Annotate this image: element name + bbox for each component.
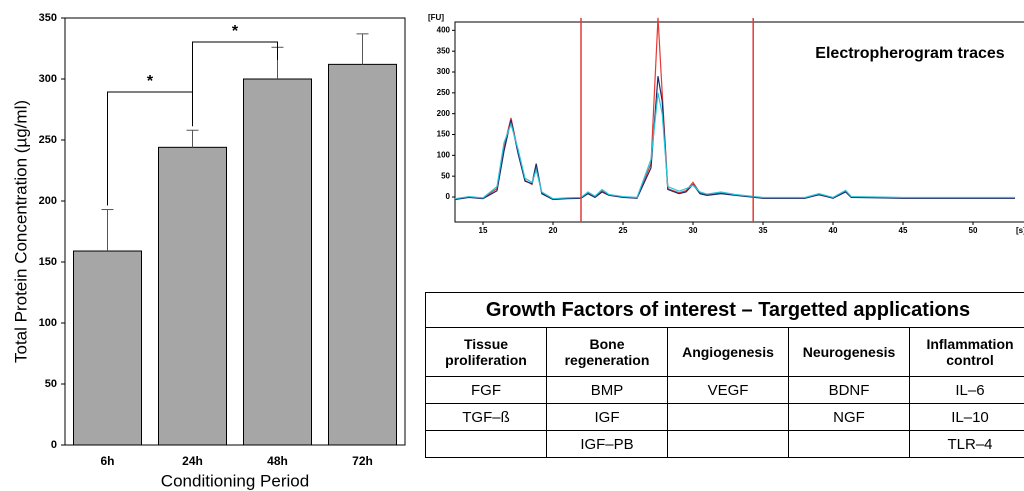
x-tick-label: 20	[549, 226, 558, 235]
y-tick-label: 0	[51, 439, 57, 451]
significance-label: *	[147, 73, 154, 90]
x-tick-label: 50	[969, 226, 978, 235]
y-tick-label: 250	[39, 134, 57, 146]
x-tick-label: 35	[759, 226, 768, 235]
table-cell: TLR–4	[909, 430, 1024, 458]
table-cell: NGF	[788, 403, 910, 431]
y-tick-label: 200	[437, 109, 451, 118]
bar	[73, 250, 142, 446]
header-cell: Bone regeneration	[546, 327, 668, 377]
x-tick-label: 40	[829, 226, 838, 235]
y-tick-label: 350	[437, 46, 451, 55]
x-tick-label: 15	[479, 226, 488, 235]
table-cell: IGF	[546, 403, 668, 431]
y-axis-title: Total Protein Concentration (µg/ml)	[11, 100, 30, 363]
significance-bracket	[192, 41, 278, 127]
plot-frame	[64, 17, 406, 446]
y-tick-label: 400	[437, 25, 451, 34]
trace	[454, 92, 1015, 200]
x-tick-label: 30	[689, 226, 698, 235]
x-axis-title: [s]	[1016, 226, 1024, 235]
header-cell: Tissue proliferation	[425, 327, 547, 377]
table-cell: IL–6	[909, 376, 1024, 404]
x-tick-label: 72h	[352, 454, 373, 468]
table-cell	[425, 430, 547, 458]
header-cell: Inflammation control	[909, 327, 1024, 377]
header-cell: Neurogenesis	[788, 327, 910, 377]
table-cell: FGF	[425, 376, 547, 404]
y-tick-label: 50	[45, 378, 57, 390]
y-axis-title: [FU]	[428, 13, 444, 22]
table-cell: IL–10	[909, 403, 1024, 431]
growth-factor-table: Growth Factors of interest – Targetted a…	[425, 292, 1024, 458]
x-tick-label: 6h	[100, 454, 114, 468]
y-tick-label: 100	[39, 317, 57, 329]
x-axis-title: Conditioning Period	[161, 471, 309, 490]
table-cell	[667, 403, 789, 431]
table-cell: BDNF	[788, 376, 910, 404]
table-cell: BMP	[546, 376, 668, 404]
table-cell	[788, 430, 910, 458]
table-cell: VEGF	[667, 376, 789, 404]
table-row: TGF–ß IGF NGF IL–10	[425, 403, 1024, 431]
y-tick-label: 100	[437, 150, 451, 159]
y-tick-label: 350	[39, 12, 57, 24]
y-tick-label: 250	[437, 88, 451, 97]
y-tick-label: 200	[39, 195, 57, 207]
y-tick-label: 50	[441, 171, 450, 180]
y-tick-label: 300	[437, 67, 451, 76]
y-tick-label: 150	[437, 130, 451, 139]
x-tick-label: 24h	[182, 454, 203, 468]
significance-label: *	[232, 23, 239, 40]
table-row: FGF BMP VEGF BDNF IL–6	[425, 376, 1024, 404]
x-tick-label: 48h	[267, 454, 288, 468]
bar	[243, 78, 312, 446]
table-title: Growth Factors of interest – Targetted a…	[425, 292, 1024, 328]
chart-title: Electropherogram traces	[815, 45, 1005, 62]
x-tick-label: 45	[899, 226, 908, 235]
y-tick-label: 150	[39, 256, 57, 268]
table-cell: TGF–ß	[425, 403, 547, 431]
y-tick-label: 300	[39, 73, 57, 85]
table-cell	[667, 430, 789, 458]
plot-frame	[454, 21, 1024, 223]
header-cell: Angiogenesis	[667, 327, 789, 377]
y-tick-label: 0	[446, 192, 451, 201]
trace	[454, 76, 1015, 201]
table-row: IGF–PB TLR–4	[425, 430, 1024, 458]
bar	[158, 146, 227, 446]
bar	[328, 63, 397, 446]
x-tick-label: 25	[619, 226, 628, 235]
table-cell: IGF–PB	[546, 430, 668, 458]
